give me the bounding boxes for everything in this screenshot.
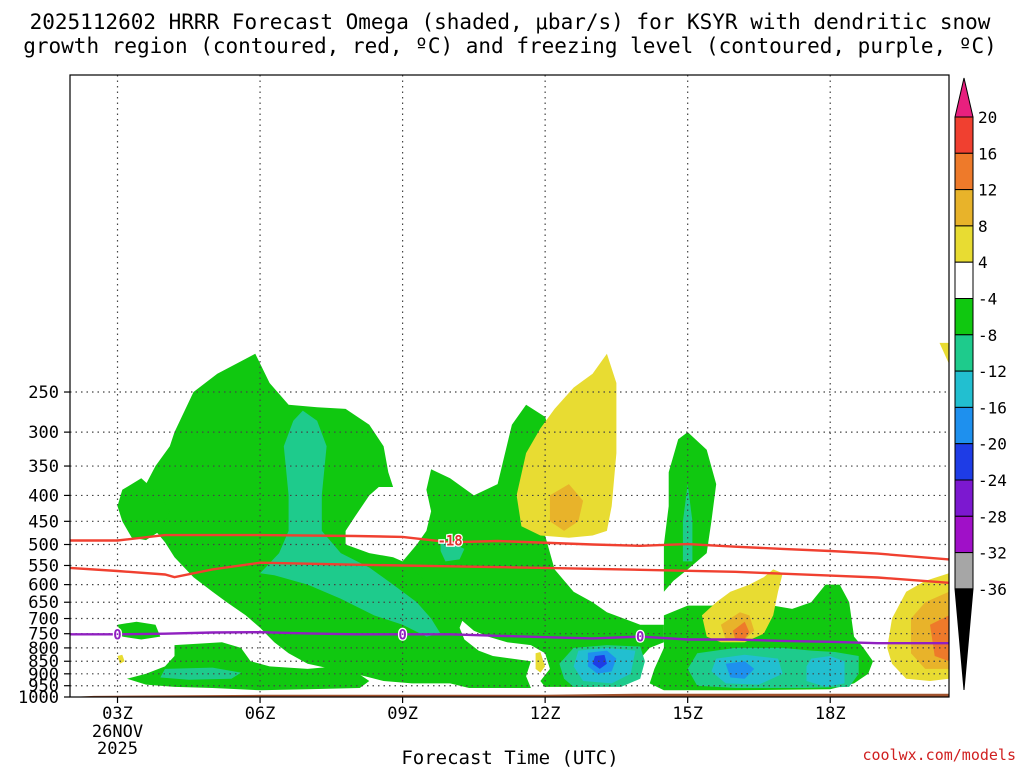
omega-shading xyxy=(117,342,949,691)
y-tick-label-550: 550 xyxy=(28,556,59,576)
colorbar-label-4: 4 xyxy=(978,253,988,272)
colorbar-cell-5 xyxy=(954,261,974,300)
colorbar-cell-2 xyxy=(954,152,974,191)
colorbar-cell-6 xyxy=(954,298,974,336)
omega-region-10 xyxy=(440,540,465,562)
contour-label-3: 0 xyxy=(636,630,644,646)
contour-line-1 xyxy=(70,561,949,584)
omega-region-27 xyxy=(117,654,125,664)
y-tick-label-500: 500 xyxy=(28,536,59,556)
plot-frame xyxy=(69,74,950,698)
omega-region-0 xyxy=(146,353,531,688)
x-tick-label-15Z: 15Z xyxy=(672,704,703,724)
contour-label-2: 0 xyxy=(398,627,406,643)
y-axis: 2503003504004505005506006507007508008509… xyxy=(18,383,70,708)
omega-region-23 xyxy=(732,621,750,639)
colorbar-label-10: -24 xyxy=(978,471,1007,490)
colorbar-cell-7 xyxy=(954,334,974,372)
x-tick-date: 26NOV xyxy=(92,722,143,742)
y-tick-label-400: 400 xyxy=(28,486,59,506)
colorbar-cell-9 xyxy=(954,406,974,445)
colorbar-cell-bottom xyxy=(954,588,974,691)
omega-region-20 xyxy=(549,484,584,531)
colorbar-label-5: -4 xyxy=(978,290,997,309)
omega-region-2 xyxy=(117,478,170,541)
colorbar-label-12: -32 xyxy=(978,544,1007,563)
x-tick-year: 2025 xyxy=(97,739,138,759)
y-tick-label-300: 300 xyxy=(28,423,59,443)
colorbar-label-6: -8 xyxy=(978,326,997,345)
omega-region-9 xyxy=(682,484,693,562)
colorbar-cell-13 xyxy=(954,552,974,590)
x-tick-label-12Z: 12Z xyxy=(530,704,561,724)
omega-region-15 xyxy=(806,656,845,687)
colorbar: 20 16 12 8 4 -4 -8 -12 -16 -20 -24 -28 -32 -36 xyxy=(954,77,1007,691)
x-tick-label-09Z: 09Z xyxy=(387,704,418,724)
omega-region-26 xyxy=(930,615,949,662)
y-tick-label-1000: 1000 xyxy=(18,688,59,708)
omega-region-7 xyxy=(260,410,441,637)
colorbar-label-7: -12 xyxy=(978,362,1007,381)
colorbar-cell-top xyxy=(954,77,974,118)
x-axis-label: Forecast Time (UTC) xyxy=(401,747,618,768)
contour-label-1: 0 xyxy=(113,627,121,643)
colorbar-label-1: 16 xyxy=(978,144,997,163)
omega-region-28 xyxy=(535,652,546,673)
omega-region-19 xyxy=(516,353,617,538)
omega-region-18 xyxy=(592,654,607,669)
contour-line-2 xyxy=(70,630,949,645)
omega-region-8 xyxy=(160,667,241,680)
y-tick-label-750: 750 xyxy=(28,625,59,645)
terrain-fill xyxy=(70,693,949,697)
grid-lines xyxy=(70,75,949,697)
colorbar-label-11: -28 xyxy=(978,507,1007,526)
plot-area: -18 0 0 0 xyxy=(70,75,949,697)
y-tick-label-250: 250 xyxy=(28,383,59,403)
colorbar-label-3: 8 xyxy=(978,217,988,236)
contour-line-0 xyxy=(70,533,949,561)
colorbar-cell-1 xyxy=(954,116,974,154)
colorbar-cell-8 xyxy=(954,370,974,408)
credit-label: coolwx.com/models xyxy=(862,746,1016,764)
colorbar-label-2: 12 xyxy=(978,181,997,200)
contour-label-0: -18 xyxy=(437,534,462,550)
y-tick-label-450: 450 xyxy=(28,512,59,532)
colorbar-label-8: -16 xyxy=(978,398,1007,417)
colorbar-label-9: -20 xyxy=(978,435,1007,454)
y-tick-label-700: 700 xyxy=(28,610,59,630)
colorbar-cell-10 xyxy=(954,443,974,481)
omega-region-29 xyxy=(939,342,949,364)
colorbar-label-0: 20 xyxy=(978,108,997,127)
terrain-layer xyxy=(70,693,949,697)
omega-region-1 xyxy=(402,404,664,687)
y-tick-label-950: 950 xyxy=(28,677,59,697)
chart-title-line2: growth region (contoured, red, ºC) and f… xyxy=(23,34,997,58)
colorbar-cell-11 xyxy=(954,479,974,517)
colorbar-cell-12 xyxy=(954,515,974,554)
x-tick-label-18Z: 18Z xyxy=(815,704,846,724)
y-tick-label-800: 800 xyxy=(28,639,59,659)
x-tick-label-06Z: 06Z xyxy=(245,704,276,724)
temperature-contours: -18 0 0 0 xyxy=(70,532,949,647)
colorbar-cell-4 xyxy=(954,225,974,263)
y-tick-label-600: 600 xyxy=(28,576,59,596)
y-tick-label-350: 350 xyxy=(28,457,59,477)
x-tick-label-03Z: 03Z xyxy=(102,704,133,724)
chart-title-line1: 2025112602 HRRR Forecast Omega (shaded, … xyxy=(30,10,991,34)
y-tick-label-850: 850 xyxy=(28,652,59,672)
y-tick-label-650: 650 xyxy=(28,593,59,613)
colorbar-label-13: -36 xyxy=(978,580,1007,599)
colorbar-cell-3 xyxy=(954,189,974,227)
y-tick-label-900: 900 xyxy=(28,665,59,685)
